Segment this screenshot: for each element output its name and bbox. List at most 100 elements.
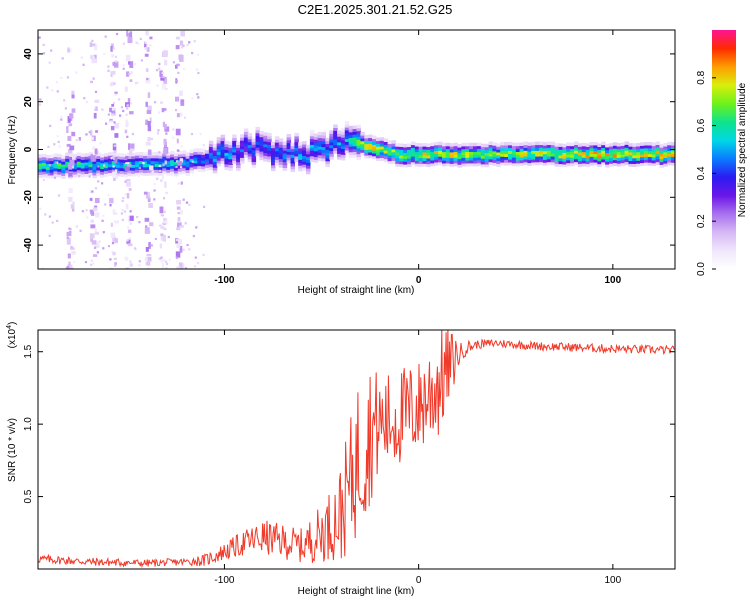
spectrogram-cell [131,161,136,165]
spectrogram-cell [150,157,156,162]
spectrogram-cell [628,157,633,161]
spectrogram-cell [135,163,140,168]
spectrogram-noise-cell [94,246,97,249]
spectrogram-noise-cell [176,138,179,144]
spectrogram-noise-cell [138,221,141,224]
spectrogram-noise-cell [95,106,98,111]
spectrogram-cell [476,156,482,161]
spectrogram-cell [535,158,540,163]
spectrogram-cell [360,149,365,153]
spectrogram-cell [69,153,74,157]
spectrogram-cell [574,158,579,163]
spectrogram-cell [290,148,295,152]
spectrogram-noise-cell [90,224,96,229]
spectrogram-cell [581,157,587,161]
spectrogram-noise-cell [85,209,88,212]
spectrogram-cell [605,143,610,148]
spectrogram-cell [562,143,567,148]
spectrogram-cell [278,138,284,142]
spectrogram-noise-cell [94,90,98,93]
spectrogram-noise-cell [142,162,145,165]
spectrogram-cell [616,160,622,164]
spectrogram-cell [461,157,466,161]
spectrogram-cell [515,154,521,158]
spectrogram-cell [57,159,62,164]
spectrogram-cell [185,166,191,171]
spectrogram-cell [449,146,455,150]
spectrogram-cell [480,158,486,162]
spectrogram-cell [655,150,661,154]
spectrogram-cell [651,145,657,149]
spectrogram-cell [372,141,377,145]
spectrogram-noise-cell [145,68,149,72]
spectrogram-noise-cell [162,50,168,57]
spectrogram-cell [542,156,548,160]
spectrogram-noise-cell [179,112,183,117]
spectrogram-noise-cell [160,214,164,217]
spectrogram-cell [158,152,163,156]
spectrogram-cell [49,154,55,159]
spectrogram-noise-cell [146,259,151,266]
spectrogram-noise-cell [196,93,199,96]
spectrogram-cell [212,147,218,151]
spectrogram-cell [329,147,334,152]
spectrogram-cell [364,149,369,153]
spectrogram-cell [166,160,171,165]
spectrogram-cell [232,154,237,159]
spectrogram-cell [407,160,412,165]
spectrogram-cell [181,156,187,160]
spectrogram-cell [395,160,400,164]
spectrogram-cell [243,142,249,147]
spectrogram-noise-cell [179,54,184,62]
spectrogram-cell [442,148,447,153]
spectrogram-cell [232,140,237,144]
spectrogram-noise-cell [68,48,72,53]
spectrogram-cell [488,161,494,166]
spectrogram-cell [212,152,218,157]
spectrogram-cell [480,160,486,165]
spectrogram-cell [259,133,264,138]
spectrogram-cell [76,169,82,174]
spectrogram-cell [61,161,66,165]
spectrogram-cell [290,154,295,158]
spectrogram-cell [508,161,513,166]
spectrogram-cell [267,155,272,160]
spectrogram-noise-cell [131,171,134,174]
spectrogram-cell [240,140,245,144]
spectrogram-cell [197,165,202,169]
spectrogram-noise-cell [60,118,63,121]
spectrogram-noise-cell [144,53,149,57]
spectrogram-cell [554,151,560,156]
spectrogram-cell [640,162,645,166]
spectrogram-noise-cell [175,251,181,258]
spectrogram-cell [220,134,226,139]
colorbar-tick-label: 0.8 [696,70,707,84]
spectrogram-cell [422,143,427,147]
spectrogram-noise-cell [119,114,122,117]
spectrogram-noise-cell [202,151,205,154]
spectrogram-cell [539,141,544,145]
spectrogram-noise-cell [101,108,104,111]
spectrogram-cell [96,172,101,177]
spectrogram-noise-cell [180,32,183,35]
spectrogram-noise-cell [64,107,67,110]
spectrogram-y-axis-label: Frequency (Hz) [7,116,18,185]
spectrogram-cell [663,154,668,158]
spectrogram-cell [271,147,276,152]
spectrogram-noise-cell [111,108,115,111]
spectrogram-cell [317,140,323,144]
spectrogram-cell [426,143,431,147]
spectrogram-cell [76,166,82,171]
spectrogram-cell [469,151,474,155]
spectrogram-cell [170,153,175,158]
spectrogram-noise-cell [122,67,125,70]
spectrogram-noise-cell [181,225,184,228]
spectrogram-noise-cell [114,238,118,244]
spectrogram-cell [352,139,358,144]
spectrogram-cell [341,128,346,132]
spectrogram-noise-cell [68,123,73,127]
spectrogram-cell [581,145,587,150]
spectrogram-cell [449,157,455,161]
spectrogram-cell [554,148,560,153]
spectrogram-cell [224,160,229,165]
